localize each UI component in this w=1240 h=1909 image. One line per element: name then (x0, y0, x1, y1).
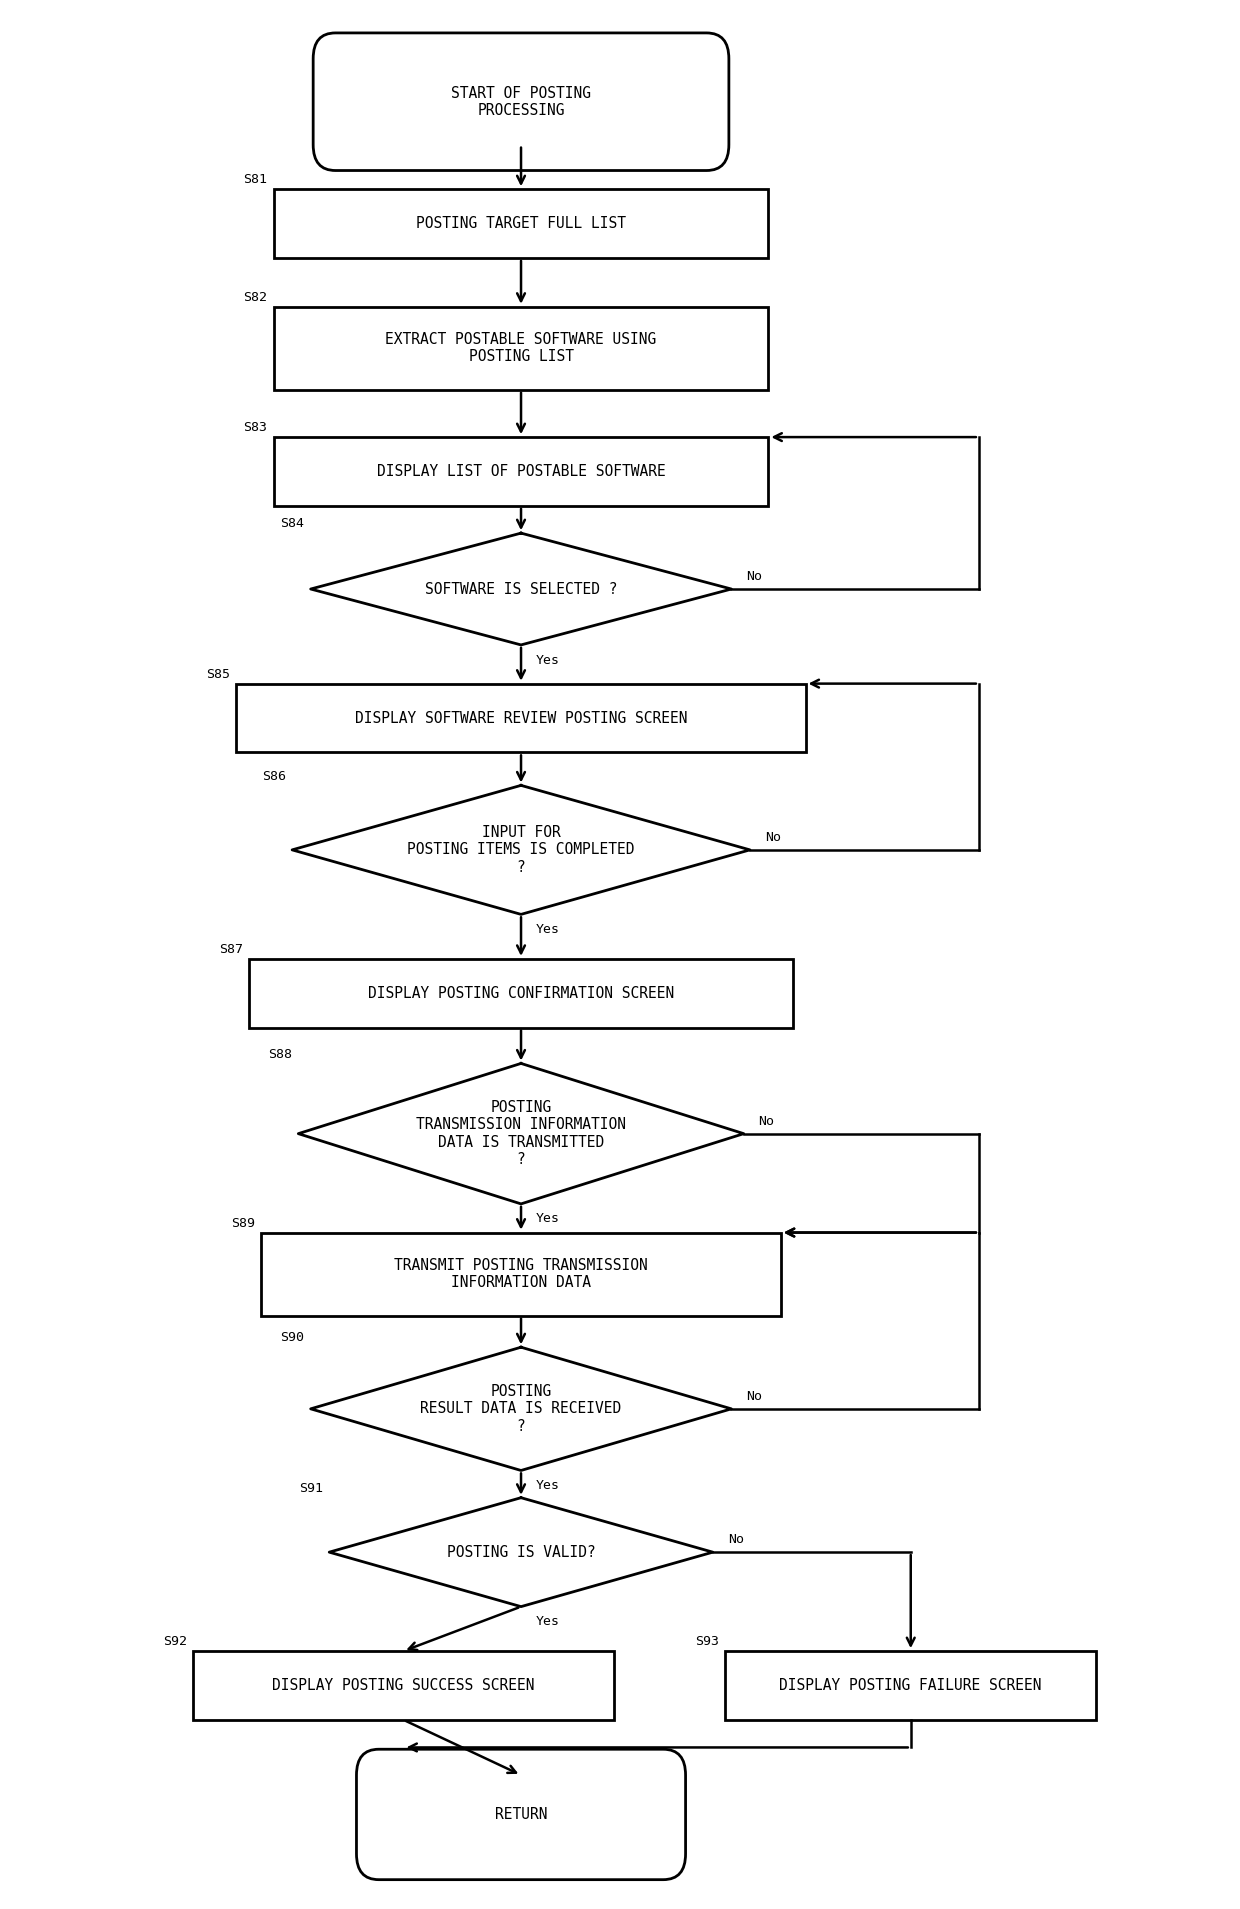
Text: POSTING
RESULT DATA IS RECEIVED
?: POSTING RESULT DATA IS RECEIVED ? (420, 1384, 621, 1434)
Text: No: No (746, 571, 763, 584)
Text: Yes: Yes (536, 1212, 560, 1226)
Text: S88: S88 (268, 1048, 293, 1061)
Text: S89: S89 (231, 1216, 255, 1229)
Text: Yes: Yes (536, 1615, 560, 1628)
Text: No: No (746, 1390, 763, 1403)
Text: DISPLAY LIST OF POSTABLE SOFTWARE: DISPLAY LIST OF POSTABLE SOFTWARE (377, 464, 666, 479)
Text: S86: S86 (262, 769, 286, 783)
FancyBboxPatch shape (314, 32, 729, 170)
Text: DISPLAY SOFTWARE REVIEW POSTING SCREEN: DISPLAY SOFTWARE REVIEW POSTING SCREEN (355, 710, 687, 725)
Bar (193, 1651, 614, 1720)
Bar (262, 1233, 781, 1315)
Text: S92: S92 (162, 1636, 187, 1647)
Text: No: No (765, 830, 781, 844)
Text: DISPLAY POSTING FAILURE SCREEN: DISPLAY POSTING FAILURE SCREEN (780, 1678, 1042, 1693)
Text: S83: S83 (243, 422, 268, 433)
Bar (237, 683, 806, 752)
Bar (274, 189, 769, 258)
Polygon shape (330, 1499, 713, 1607)
Text: No: No (759, 1115, 775, 1128)
Text: POSTING
TRANSMISSION INFORMATION
DATA IS TRANSMITTED
?: POSTING TRANSMISSION INFORMATION DATA IS… (417, 1100, 626, 1166)
Text: POSTING TARGET FULL LIST: POSTING TARGET FULL LIST (417, 216, 626, 231)
Text: S85: S85 (206, 668, 231, 682)
Text: Yes: Yes (536, 1479, 560, 1493)
Bar (274, 307, 769, 389)
FancyBboxPatch shape (356, 1749, 686, 1880)
Polygon shape (311, 533, 732, 645)
Text: S82: S82 (243, 290, 268, 304)
Text: TRANSMIT POSTING TRANSMISSION
INFORMATION DATA: TRANSMIT POSTING TRANSMISSION INFORMATIO… (394, 1258, 647, 1290)
Bar (725, 1651, 1096, 1720)
Text: No: No (728, 1533, 744, 1546)
Text: DISPLAY POSTING SUCCESS SCREEN: DISPLAY POSTING SUCCESS SCREEN (273, 1678, 534, 1693)
Text: Yes: Yes (536, 922, 560, 935)
Text: RETURN: RETURN (495, 1808, 547, 1821)
Text: S93: S93 (694, 1636, 719, 1647)
Text: S90: S90 (280, 1331, 305, 1344)
Text: Yes: Yes (536, 653, 560, 666)
Bar (249, 958, 794, 1027)
Polygon shape (311, 1348, 732, 1470)
Text: START OF POSTING
PROCESSING: START OF POSTING PROCESSING (451, 86, 591, 118)
Polygon shape (293, 785, 750, 914)
Text: DISPLAY POSTING CONFIRMATION SCREEN: DISPLAY POSTING CONFIRMATION SCREEN (368, 985, 675, 1000)
Polygon shape (299, 1063, 744, 1205)
Text: EXTRACT POSTABLE SOFTWARE USING
POSTING LIST: EXTRACT POSTABLE SOFTWARE USING POSTING … (386, 332, 657, 365)
Text: S91: S91 (299, 1481, 324, 1495)
Bar (274, 437, 769, 506)
Text: SOFTWARE IS SELECTED ?: SOFTWARE IS SELECTED ? (425, 582, 618, 596)
Text: S84: S84 (280, 517, 305, 531)
Text: POSTING IS VALID?: POSTING IS VALID? (446, 1544, 595, 1560)
Text: S81: S81 (243, 174, 268, 187)
Text: INPUT FOR
POSTING ITEMS IS COMPLETED
?: INPUT FOR POSTING ITEMS IS COMPLETED ? (407, 825, 635, 874)
Text: S87: S87 (218, 943, 243, 956)
